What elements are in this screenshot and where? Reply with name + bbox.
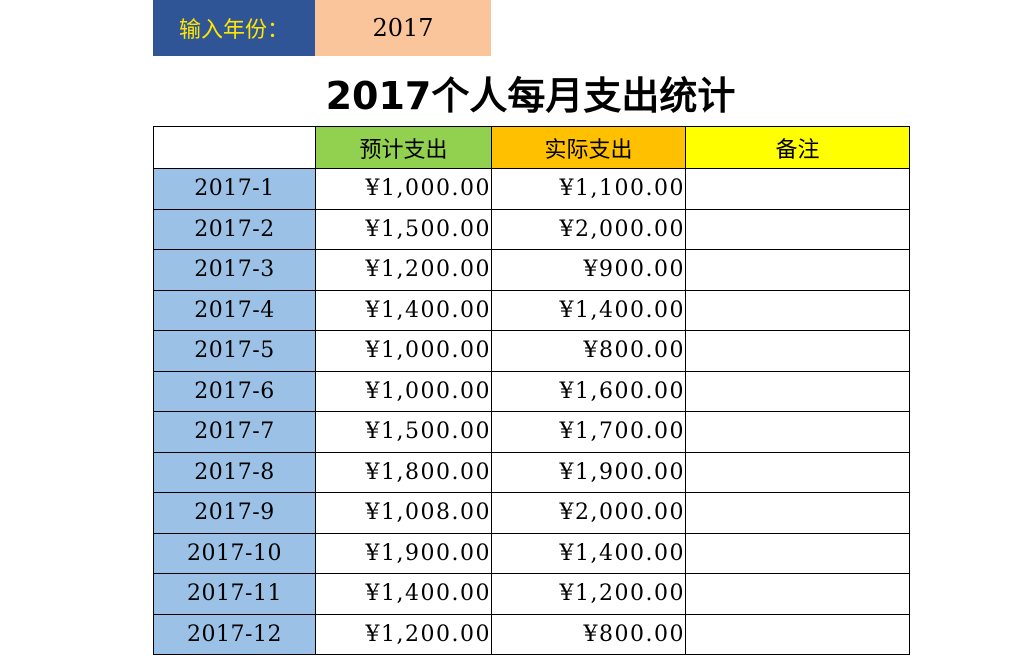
remarks-cell[interactable] (685, 451, 910, 493)
header-corner-cell[interactable] (153, 126, 316, 169)
remarks-cell[interactable] (685, 532, 910, 574)
planned-expense-cell[interactable]: ¥1,400.00 (315, 289, 492, 331)
remarks-cell[interactable] (685, 573, 910, 615)
remarks-cell[interactable] (685, 330, 910, 372)
table-row: 2017-2 ¥1,500.00 ¥2,000.00 (153, 208, 910, 250)
remarks-cell[interactable] (685, 370, 910, 412)
month-cell[interactable]: 2017-9 (153, 492, 316, 534)
table-row: 2017-11 ¥1,400.00 ¥1,200.00 (153, 573, 910, 615)
planned-expense-cell[interactable]: ¥1,500.00 (315, 411, 492, 453)
table-row: 2017-6 ¥1,000.00 ¥1,600.00 (153, 370, 910, 412)
planned-expense-cell[interactable]: ¥1,000.00 (315, 168, 492, 210)
month-cell[interactable]: 2017-11 (153, 573, 316, 615)
month-cell[interactable]: 2017-12 (153, 613, 316, 655)
header-remarks[interactable]: 备注 (685, 126, 910, 169)
actual-expense-cell[interactable]: ¥800.00 (491, 613, 686, 655)
actual-expense-cell[interactable]: ¥900.00 (491, 249, 686, 291)
header-planned-expense[interactable]: 预计支出 (315, 126, 492, 169)
table-row: 2017-1 ¥1,000.00 ¥1,100.00 (153, 168, 910, 210)
actual-expense-cell[interactable]: ¥1,900.00 (491, 451, 686, 493)
expense-table: 预计支出 实际支出 备注 2017-1 ¥1,000.00 ¥1,100.00 201… (153, 126, 910, 655)
planned-expense-cell[interactable]: ¥1,800.00 (315, 451, 492, 493)
table-row: 2017-10 ¥1,900.00 ¥1,400.00 (153, 532, 910, 574)
table-row: 2017-12 ¥1,200.00 ¥800.00 (153, 613, 910, 655)
planned-expense-cell[interactable]: ¥1,500.00 (315, 208, 492, 250)
remarks-cell[interactable] (685, 289, 910, 331)
month-cell[interactable]: 2017-10 (153, 532, 316, 574)
planned-expense-cell[interactable]: ¥1,900.00 (315, 532, 492, 574)
actual-expense-cell[interactable]: ¥800.00 (491, 330, 686, 372)
month-cell[interactable]: 2017-1 (153, 168, 316, 210)
actual-expense-cell[interactable]: ¥1,400.00 (491, 289, 686, 331)
table-row: 2017-9 ¥1,008.00 ¥2,000.00 (153, 492, 910, 534)
year-input-label: 输入年份： (153, 0, 315, 56)
actual-expense-cell[interactable]: ¥1,400.00 (491, 532, 686, 574)
month-cell[interactable]: 2017-7 (153, 411, 316, 453)
month-cell[interactable]: 2017-6 (153, 370, 316, 412)
actual-expense-cell[interactable]: ¥1,600.00 (491, 370, 686, 412)
actual-expense-cell[interactable]: ¥1,700.00 (491, 411, 686, 453)
month-cell[interactable]: 2017-4 (153, 289, 316, 331)
actual-expense-cell[interactable]: ¥1,200.00 (491, 573, 686, 615)
planned-expense-cell[interactable]: ¥1,000.00 (315, 370, 492, 412)
planned-expense-cell[interactable]: ¥1,200.00 (315, 613, 492, 655)
month-cell[interactable]: 2017-5 (153, 330, 316, 372)
remarks-cell[interactable] (685, 249, 910, 291)
header-actual-expense[interactable]: 实际支出 (491, 126, 686, 169)
table-row: 2017-3 ¥1,200.00 ¥900.00 (153, 249, 910, 291)
month-cell[interactable]: 2017-2 (153, 208, 316, 250)
planned-expense-cell[interactable]: ¥1,008.00 (315, 492, 492, 534)
table-row: 2017-7 ¥1,500.00 ¥1,700.00 (153, 411, 910, 453)
remarks-cell[interactable] (685, 411, 910, 453)
remarks-cell[interactable] (685, 492, 910, 534)
planned-expense-cell[interactable]: ¥1,400.00 (315, 573, 492, 615)
remarks-cell[interactable] (685, 613, 910, 655)
month-cell[interactable]: 2017-3 (153, 249, 316, 291)
month-cell[interactable]: 2017-8 (153, 451, 316, 493)
actual-expense-cell[interactable]: ¥1,100.00 (491, 168, 686, 210)
table-row: 2017-4 ¥1,400.00 ¥1,400.00 (153, 289, 910, 331)
table-row: 2017-5 ¥1,000.00 ¥800.00 (153, 330, 910, 372)
header-row: 预计支出 实际支出 备注 (153, 126, 910, 169)
year-input-cell[interactable]: 2017 (315, 0, 491, 56)
sheet-title: 2017个人每月支出统计 (325, 73, 736, 118)
remarks-cell[interactable] (685, 168, 910, 210)
planned-expense-cell[interactable]: ¥1,000.00 (315, 330, 492, 372)
actual-expense-cell[interactable]: ¥2,000.00 (491, 208, 686, 250)
actual-expense-cell[interactable]: ¥2,000.00 (491, 492, 686, 534)
table-row: 2017-8 ¥1,800.00 ¥1,900.00 (153, 451, 910, 493)
planned-expense-cell[interactable]: ¥1,200.00 (315, 249, 492, 291)
remarks-cell[interactable] (685, 208, 910, 250)
